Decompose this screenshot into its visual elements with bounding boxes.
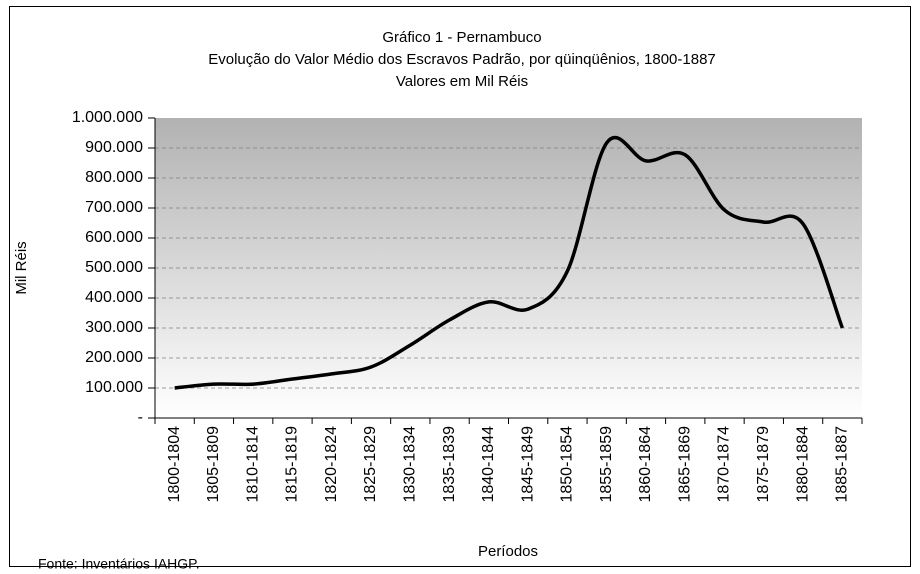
x-tick-label: 1810-1814	[244, 426, 261, 503]
x-tick-label: 1835-1839	[441, 426, 458, 503]
y-tick-label: 100.000	[85, 379, 143, 396]
y-tick-label: 300.000	[85, 319, 143, 336]
y-tick-label: 900.000	[85, 139, 143, 156]
x-tick-label: 1850-1854	[559, 426, 576, 503]
x-tick-label: 1845-1849	[519, 426, 536, 503]
x-tick-label: 1865-1869	[676, 426, 693, 503]
x-tick-label: 1800-1804	[166, 426, 183, 503]
source-note: Fonte: Inventários IAHGP.	[38, 556, 200, 572]
y-tick-label: -	[138, 409, 143, 426]
x-tick-label: 1815-1819	[284, 426, 301, 503]
x-tick-label: 1860-1864	[637, 426, 654, 503]
y-tick-label: 200.000	[85, 349, 143, 366]
x-tick-label: 1830-1834	[402, 426, 419, 503]
x-axis-label: Períodos	[478, 543, 538, 560]
x-tick-label: 1880-1884	[794, 426, 811, 503]
x-tick-label: 1825-1829	[362, 426, 379, 503]
x-tick-label: 1840-1844	[480, 426, 497, 503]
x-tick-label: 1875-1879	[755, 426, 772, 503]
x-tick-label: 1820-1824	[323, 426, 340, 503]
x-tick-label: 1885-1887	[834, 426, 851, 503]
x-tick-label: 1855-1859	[598, 426, 615, 503]
y-tick-label: 700.000	[85, 199, 143, 216]
chart-title: Gráfico 1 - Pernambuco	[382, 29, 541, 46]
x-tick-label: 1805-1809	[205, 426, 222, 503]
y-tick-label: 600.000	[85, 229, 143, 246]
x-tick-label: 1870-1874	[716, 426, 733, 503]
y-tick-label: 500.000	[85, 259, 143, 276]
chart-subtitle: Valores em Mil Réis	[396, 73, 528, 90]
data-line	[174, 135, 844, 390]
y-tick-label: 800.000	[85, 169, 143, 186]
y-tick-label: 1.000.000	[72, 109, 143, 126]
chart-subtitle: Evolução do Valor Médio dos Escravos Pad…	[208, 51, 716, 68]
y-tick-label: 400.000	[85, 289, 143, 306]
y-axis-label: Mil Réis	[13, 241, 30, 294]
